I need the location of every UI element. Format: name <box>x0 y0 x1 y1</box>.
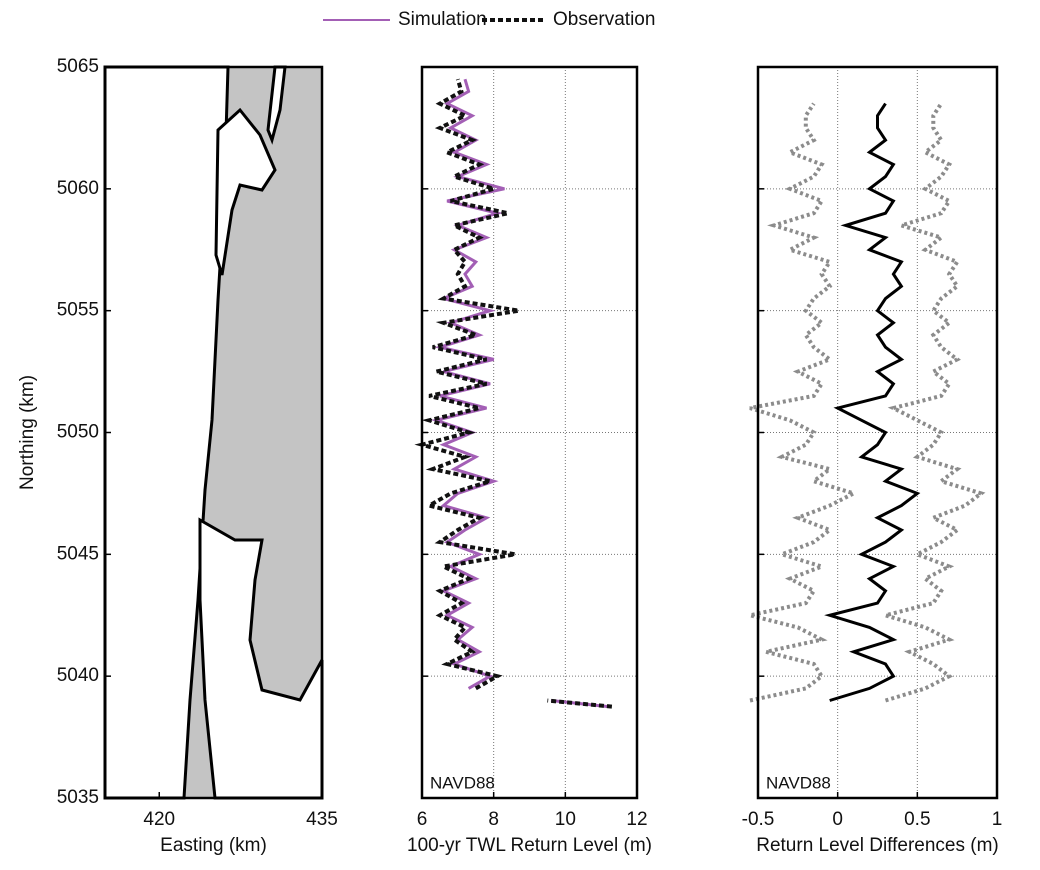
y-tick-label: 5040 <box>57 665 99 686</box>
series-line <box>547 698 613 709</box>
series-line <box>824 102 921 702</box>
x-tick-label: 6 <box>417 809 428 830</box>
map-background <box>103 65 324 800</box>
y-tick-label: 5060 <box>57 178 99 199</box>
bay-land <box>198 517 324 800</box>
y-axis-label: Northing (km) <box>17 375 38 490</box>
x-tick-label: 0.5 <box>904 809 930 830</box>
series-line <box>414 78 520 691</box>
x-axis-label: 100-yr TWL Return Level (m) <box>407 835 652 856</box>
legend-label: Observation <box>553 9 655 30</box>
series-line <box>878 102 986 703</box>
x-axis-label: Return Level Differences (m) <box>756 835 999 856</box>
y-tick-label: 5045 <box>57 543 99 564</box>
x-tick-label: 0 <box>832 809 843 830</box>
x-tick-label: 10 <box>555 809 576 830</box>
x-axis-label: Easting (km) <box>160 835 267 856</box>
x-tick-label: 12 <box>626 809 647 830</box>
x-tick-label: 435 <box>306 809 338 830</box>
spit <box>266 65 287 145</box>
y-tick-label: 5065 <box>57 56 99 77</box>
axes-frame <box>756 65 999 800</box>
estuary <box>214 107 277 276</box>
annotation: NAVD88 <box>766 773 831 792</box>
x-tick-label: 1 <box>992 809 1003 830</box>
annotation: NAVD88 <box>430 773 495 792</box>
x-tick-label: -0.5 <box>742 809 775 830</box>
y-tick-label: 5055 <box>57 300 99 321</box>
x-tick-label: 8 <box>488 809 499 830</box>
axes-frame <box>103 65 324 800</box>
series-line <box>749 102 859 703</box>
series-line <box>430 78 505 690</box>
y-tick-label: 5050 <box>57 422 99 443</box>
legend-label: Simulation <box>398 9 487 30</box>
axes-frame <box>420 65 639 800</box>
x-tick-label: 420 <box>143 809 175 830</box>
y-tick-label: 5035 <box>57 787 99 808</box>
